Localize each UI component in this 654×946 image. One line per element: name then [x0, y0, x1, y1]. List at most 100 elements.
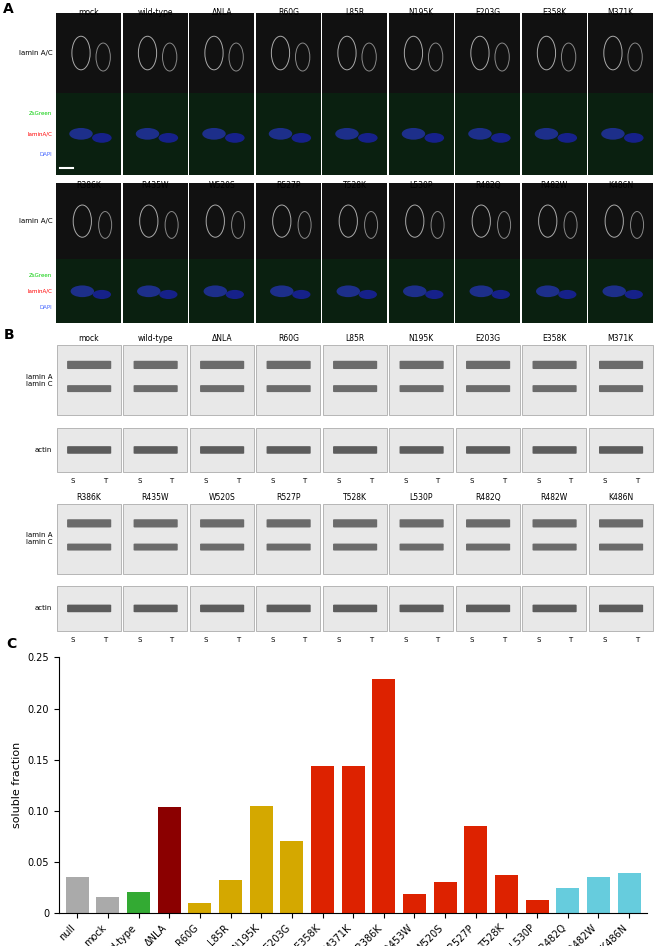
Bar	[256, 504, 320, 573]
Bar	[256, 428, 320, 472]
FancyBboxPatch shape	[466, 544, 510, 551]
Bar	[522, 93, 587, 175]
FancyBboxPatch shape	[532, 604, 577, 612]
FancyBboxPatch shape	[599, 604, 643, 612]
Bar	[189, 183, 254, 259]
Bar	[389, 428, 453, 472]
Text: lamin A
lamin C: lamin A lamin C	[26, 374, 52, 387]
Text: S: S	[203, 637, 208, 643]
Bar	[124, 428, 187, 472]
Text: R435W: R435W	[141, 493, 169, 501]
Circle shape	[292, 289, 311, 299]
Bar	[57, 428, 121, 472]
Text: R482Q: R482Q	[475, 181, 500, 190]
Bar	[388, 13, 454, 93]
Bar	[322, 93, 387, 175]
Bar	[456, 504, 520, 573]
Bar	[256, 13, 321, 93]
Text: ΔNLA: ΔNLA	[211, 9, 232, 17]
Circle shape	[136, 128, 159, 140]
FancyBboxPatch shape	[67, 604, 111, 612]
Text: E358K: E358K	[542, 334, 566, 343]
Bar	[256, 183, 321, 259]
Text: T: T	[169, 479, 173, 484]
Bar	[57, 504, 121, 573]
Text: S: S	[403, 637, 407, 643]
Circle shape	[71, 286, 94, 297]
Bar	[587, 877, 610, 913]
Bar	[190, 428, 254, 472]
Text: DAPI: DAPI	[40, 151, 52, 157]
Circle shape	[625, 289, 643, 299]
Text: mock: mock	[78, 334, 99, 343]
Text: R527P: R527P	[276, 493, 301, 501]
Text: S: S	[403, 479, 407, 484]
Text: T: T	[502, 479, 506, 484]
Text: S: S	[337, 637, 341, 643]
Y-axis label: soluble fraction: soluble fraction	[12, 742, 22, 829]
Text: A: A	[3, 2, 14, 16]
Circle shape	[337, 286, 360, 297]
FancyBboxPatch shape	[267, 519, 311, 528]
Bar	[526, 900, 549, 913]
Circle shape	[92, 133, 112, 143]
Text: K486N: K486N	[608, 493, 633, 501]
FancyBboxPatch shape	[333, 604, 377, 612]
Bar	[341, 765, 365, 913]
Bar	[219, 880, 242, 913]
Bar	[189, 13, 254, 93]
Circle shape	[425, 289, 443, 299]
Bar	[190, 504, 254, 573]
Text: R527P: R527P	[276, 181, 301, 190]
Text: L85R: L85R	[345, 9, 364, 17]
FancyBboxPatch shape	[400, 385, 443, 392]
FancyBboxPatch shape	[333, 360, 377, 369]
FancyBboxPatch shape	[200, 360, 244, 369]
Text: S: S	[71, 479, 75, 484]
Bar	[256, 345, 320, 415]
Circle shape	[424, 133, 444, 143]
Text: T: T	[302, 637, 306, 643]
Bar	[523, 587, 586, 631]
Bar	[388, 259, 454, 324]
Text: K486N: K486N	[608, 181, 633, 190]
Bar	[323, 504, 387, 573]
FancyBboxPatch shape	[133, 447, 178, 454]
Bar	[123, 93, 188, 175]
FancyBboxPatch shape	[599, 360, 643, 369]
Text: S: S	[270, 637, 275, 643]
Text: S: S	[602, 637, 607, 643]
Text: laminA/C: laminA/C	[27, 289, 52, 294]
Circle shape	[535, 128, 558, 140]
Circle shape	[270, 286, 294, 297]
FancyBboxPatch shape	[133, 519, 178, 528]
Text: ZsGreen: ZsGreen	[29, 272, 52, 278]
Circle shape	[226, 289, 244, 299]
FancyBboxPatch shape	[267, 360, 311, 369]
Circle shape	[269, 128, 292, 140]
Bar	[256, 93, 321, 175]
FancyBboxPatch shape	[133, 360, 178, 369]
Bar	[523, 504, 586, 573]
Bar	[455, 93, 521, 175]
Bar	[189, 259, 254, 324]
Bar	[589, 345, 653, 415]
Bar	[322, 259, 387, 324]
Text: S: S	[137, 479, 141, 484]
FancyBboxPatch shape	[67, 544, 111, 551]
Bar	[323, 428, 387, 472]
Text: wild-type: wild-type	[137, 9, 173, 17]
Bar	[403, 895, 426, 913]
Bar	[96, 897, 120, 913]
Text: T: T	[235, 637, 240, 643]
Text: R482W: R482W	[541, 493, 568, 501]
Text: S: S	[203, 479, 208, 484]
Bar	[323, 587, 387, 631]
Text: T: T	[169, 637, 173, 643]
FancyBboxPatch shape	[400, 360, 443, 369]
FancyBboxPatch shape	[466, 385, 510, 392]
FancyBboxPatch shape	[466, 360, 510, 369]
FancyBboxPatch shape	[532, 360, 577, 369]
Circle shape	[491, 133, 511, 143]
Text: ZsGreen: ZsGreen	[29, 111, 52, 116]
